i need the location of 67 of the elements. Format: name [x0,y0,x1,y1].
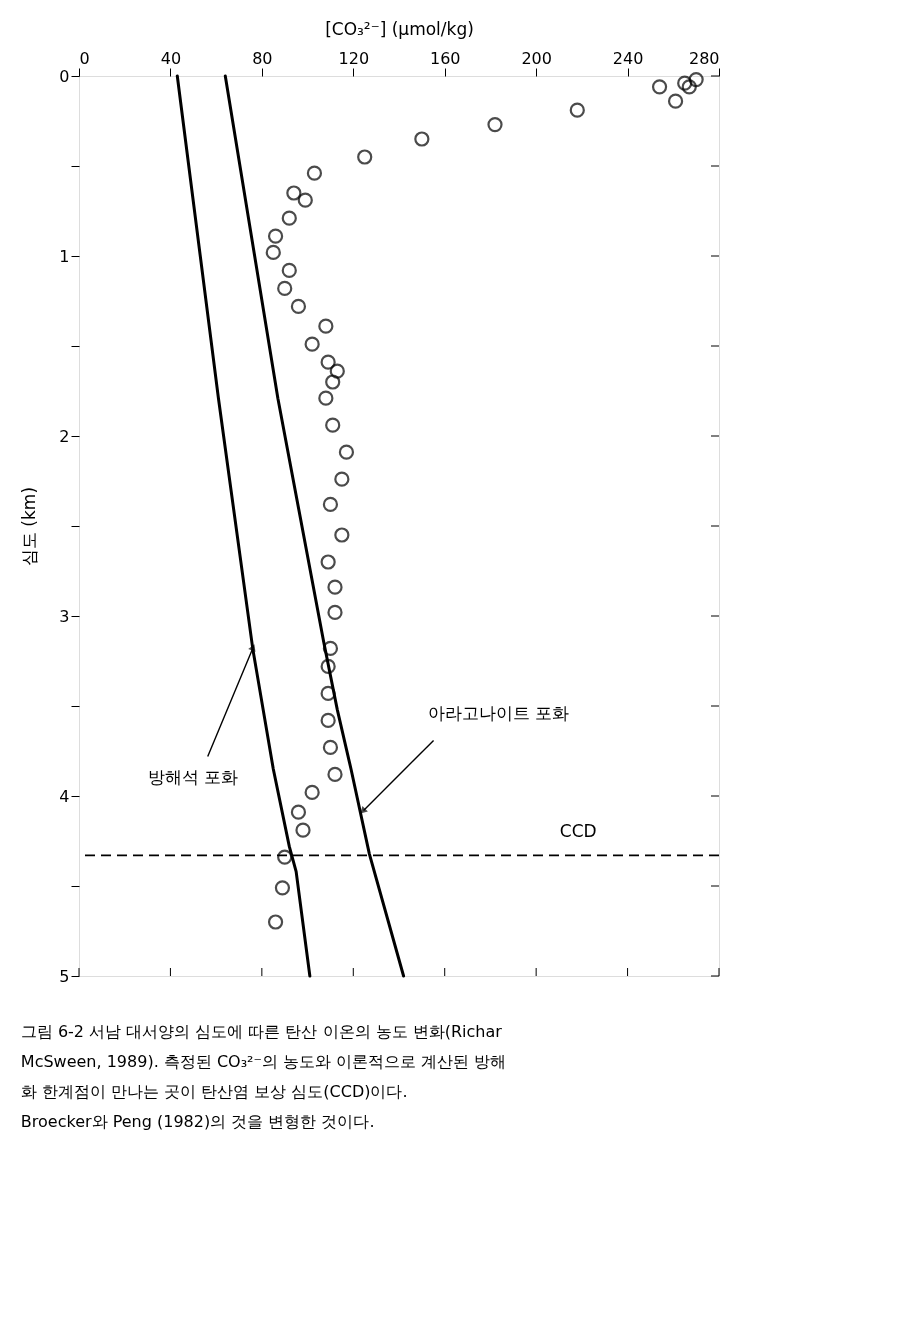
point [318,318,334,334]
point [357,149,373,165]
y-axis-title: 심도 (km) [19,486,40,567]
point [677,75,693,91]
point [304,336,320,352]
point [290,298,307,315]
point [267,914,284,930]
text: 화 한계점이 만나는 곳이 탄산염 보상 심도(CCD)이다. [20,1082,408,1101]
point [334,527,350,543]
annotation: 방해석 포화 [147,767,238,788]
point [414,131,430,147]
text: McSween, 1989). 측정된 CO₃²⁻의 농도와 이론적으로 계산된 방해 [20,1052,507,1071]
point [306,165,323,181]
point [325,374,341,390]
x-tick-label: 120 [338,48,370,68]
y-tick-label: 5 [59,966,70,986]
y-tick-label: 4 [59,786,70,806]
point [327,766,343,783]
point [569,102,585,118]
y-tick-label: 1 [59,246,70,266]
text: Broecker와 Peng (1982)의 것을 변형한 것이다. [20,1112,375,1131]
point [322,640,339,657]
x-tick-label: 80 [252,48,273,68]
point [320,658,336,675]
point [281,262,297,279]
point [304,784,320,801]
point [320,712,336,729]
x-tick-label: 0 [79,48,90,68]
point [290,804,307,820]
point [297,192,313,208]
point [681,79,697,95]
x-axis-title: [CO₃²⁻] (μmol/kg) [325,18,474,39]
point [274,880,291,896]
point [327,604,343,621]
point [327,579,343,595]
point [338,444,355,460]
x-tick-label: 200 [521,48,552,68]
point [286,185,302,201]
point [487,116,503,133]
point [322,739,339,756]
x-tick-label: 240 [612,48,644,68]
point [320,354,336,370]
point [295,822,311,838]
x-tick-label: 40 [160,48,182,68]
point [329,363,345,379]
point [320,554,336,570]
point [651,79,668,95]
x-tick-label: 160 [429,48,461,68]
y-tick-label: 0 [59,66,70,86]
y-tick-label: 2 [59,426,70,446]
point [334,471,350,487]
caption: 그림 6-2 서남 대서양의 심도에 따른 탄산 이온의 농도 변화(Richar [20,1022,503,1041]
point [322,496,339,513]
point [688,71,704,88]
point [325,417,341,433]
x-tick-label: 280 [688,48,720,68]
point [318,390,334,406]
point [320,685,336,702]
point [667,93,684,109]
point [267,228,284,244]
y-tick-label: 3 [59,606,70,626]
ref-line-label: CCD [559,821,597,842]
point [265,244,281,261]
annotation: 아라고나이트 포화 [427,703,570,724]
point [281,210,297,226]
point [277,280,293,297]
point [277,849,293,865]
